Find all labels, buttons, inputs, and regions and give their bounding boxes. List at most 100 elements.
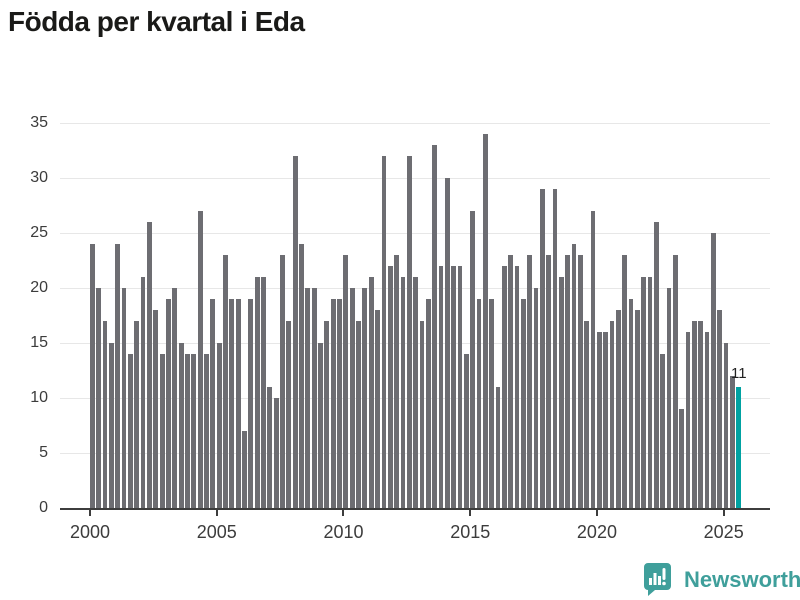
x-axis-tick-label: 2015	[450, 522, 491, 542]
bar	[730, 376, 735, 508]
bar	[451, 266, 456, 508]
bar	[147, 222, 152, 508]
bar	[121, 288, 127, 508]
logo-text: Newsworthy	[684, 566, 800, 592]
bar	[577, 255, 583, 508]
page-title: Födda per kvartal i Eda	[8, 6, 305, 37]
x-axis-tick	[215, 510, 218, 516]
bar	[628, 299, 634, 508]
bar	[324, 321, 330, 508]
bar	[673, 255, 678, 508]
y-gridline	[60, 122, 770, 124]
bar	[489, 299, 495, 508]
bar	[615, 310, 621, 508]
bar	[159, 354, 165, 508]
bar	[375, 310, 380, 508]
bar	[400, 277, 406, 508]
bar-highlighted	[736, 387, 742, 508]
bar	[444, 178, 450, 508]
x-axis-tick-label: 2000	[69, 522, 111, 542]
bar	[565, 255, 571, 508]
x-axis-tick-label: 2020	[576, 522, 617, 542]
bar	[368, 277, 374, 508]
bar	[723, 343, 729, 508]
bar	[349, 288, 355, 508]
bar	[286, 321, 292, 508]
y-gridline	[60, 232, 770, 234]
bar	[254, 277, 260, 508]
bar	[356, 321, 361, 508]
bar	[666, 288, 672, 508]
bar	[457, 266, 463, 508]
bar	[495, 387, 501, 508]
bar	[197, 211, 203, 508]
bar	[337, 299, 342, 508]
y-gridline	[60, 177, 770, 179]
bar	[546, 255, 552, 508]
bar	[223, 255, 228, 508]
bar	[109, 343, 114, 508]
bar	[394, 255, 399, 508]
bar	[717, 310, 723, 508]
x-axis-tick	[595, 510, 598, 516]
bar	[552, 189, 558, 508]
y-axis-tick-label: 35	[30, 114, 48, 131]
bar	[558, 277, 564, 508]
bar	[280, 255, 285, 508]
bar	[508, 255, 514, 508]
bar	[153, 310, 159, 508]
bar	[140, 277, 146, 508]
newsworthy-logo: Newsworthy	[644, 563, 800, 596]
x-axis-tick	[342, 510, 345, 516]
bar	[381, 156, 387, 508]
bar	[261, 277, 266, 508]
bar	[191, 354, 197, 508]
bar	[90, 244, 95, 508]
bar	[501, 266, 507, 508]
bar	[204, 354, 209, 508]
bar	[704, 332, 710, 508]
bar	[166, 299, 171, 508]
bar	[210, 299, 216, 508]
x-axis-tick-label: 2025	[703, 522, 744, 542]
y-axis-tick-label: 10	[30, 389, 48, 406]
bar	[590, 211, 596, 508]
bar	[172, 288, 178, 508]
bar	[533, 288, 539, 508]
y-axis-tick-label: 0	[39, 499, 48, 516]
bar	[470, 211, 476, 508]
bar	[698, 321, 704, 508]
bar	[539, 189, 545, 508]
bar	[425, 299, 431, 508]
bar	[406, 156, 412, 508]
bar	[634, 310, 640, 508]
bar	[438, 266, 444, 508]
speech-bubble-bar-chart-icon	[644, 563, 671, 596]
bar	[242, 431, 247, 508]
bar	[273, 398, 279, 508]
bar	[685, 332, 691, 508]
x-axis-tick-label: 2010	[323, 522, 364, 542]
bar	[463, 354, 469, 508]
bar	[520, 299, 526, 508]
bar	[216, 343, 222, 508]
bar	[330, 299, 336, 508]
bar	[609, 321, 615, 508]
bar	[482, 134, 488, 508]
bar	[299, 244, 304, 508]
bar	[229, 299, 235, 508]
bar	[318, 343, 323, 508]
bar	[653, 222, 659, 508]
bar	[387, 266, 393, 508]
y-axis-tick-label: 5	[39, 444, 48, 461]
bar	[128, 354, 133, 508]
bar	[584, 321, 590, 508]
bar	[476, 299, 482, 508]
bar	[711, 233, 716, 508]
bar	[603, 332, 609, 508]
bar	[305, 288, 311, 508]
bar	[413, 277, 418, 508]
bar	[692, 321, 697, 508]
bar	[185, 354, 190, 508]
